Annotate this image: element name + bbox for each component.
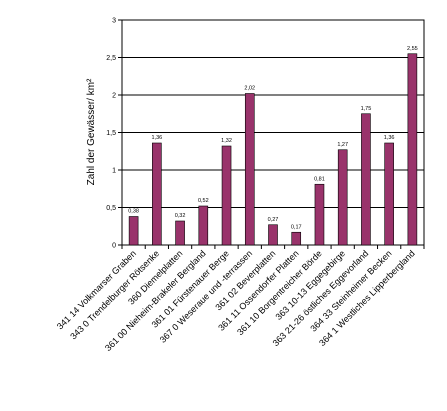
data-label: 0,27 [268,217,279,223]
data-label: 2,02 [244,86,255,92]
data-label: 1,27 [337,142,348,148]
bar [128,216,139,246]
y-axis-title: Zahl der Gewässer/ km² [86,78,97,185]
bar [337,149,348,246]
y-tick-label: 3 [112,18,116,25]
data-label: 1,32 [221,138,232,144]
data-label: 0,52 [198,198,209,204]
data-labels: 0,38 1,36 0,32 0,52 1,32 2,02 0,27 0,17 0,81 1,27… [128,46,417,231]
bar [268,224,278,246]
data-label: 0,81 [314,176,325,182]
data-label: 1,75 [361,106,372,112]
y-tick-label: 2,5 [106,55,116,62]
y-tick-label: 0,5 [106,205,116,212]
bar [152,142,162,246]
bar [361,113,371,246]
y-tick-label: 1,5 [106,130,116,137]
y-tick-label: 0 [112,243,116,250]
data-label: 2,55 [407,46,418,52]
gridlines [118,19,424,246]
bar [314,183,325,246]
y-tick-label: 1 [112,168,116,175]
bar [244,93,255,246]
bar [407,53,418,246]
bar [291,231,302,246]
bar [384,142,394,246]
data-label: 0,32 [175,213,186,219]
bars [121,53,425,249]
bar [221,145,232,246]
bar [198,205,209,246]
y-tick-label: 2 [112,93,116,100]
bar [175,220,185,246]
data-label: 0,38 [128,209,139,215]
y-axis-ticks: 0 0,5 1 1,5 2 2,5 3 [106,18,116,250]
data-label: 0,17 [291,224,302,230]
data-label: 1,36 [151,135,162,141]
data-label: 1,36 [384,135,395,141]
category-label: 343 0 Trendelburger Rötsenke [68,248,161,341]
